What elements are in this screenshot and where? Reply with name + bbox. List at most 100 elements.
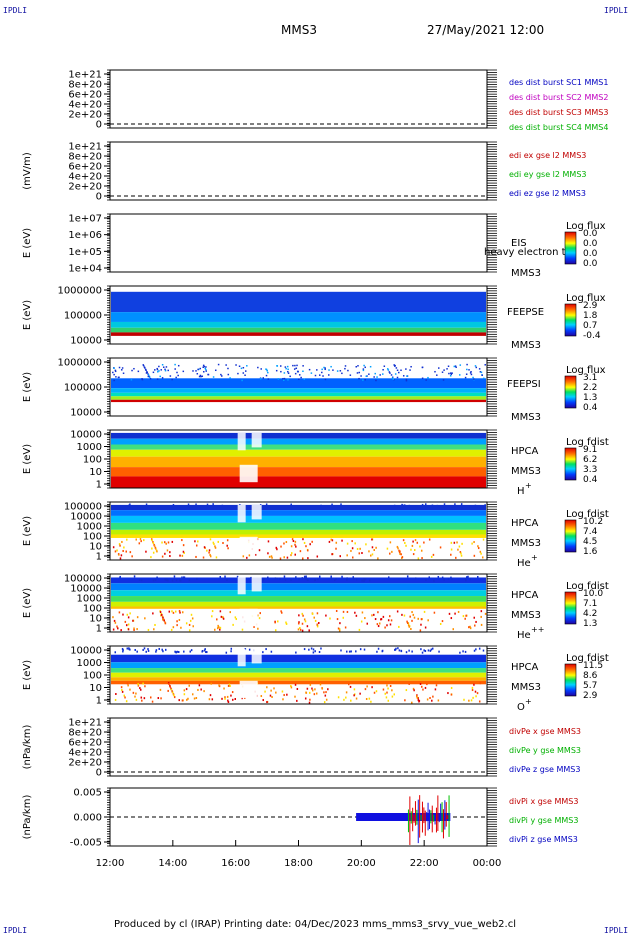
speck: [401, 556, 404, 559]
speck: [359, 547, 361, 550]
speck: [122, 613, 124, 616]
speck: [314, 650, 316, 653]
speck: [394, 648, 396, 651]
band-4: [111, 529, 486, 535]
speck: [294, 540, 297, 543]
speck: [297, 622, 300, 625]
speck: [188, 684, 190, 687]
speck: [414, 539, 417, 542]
speck: [145, 503, 148, 506]
band-6: [111, 476, 486, 488]
speck: [298, 378, 300, 381]
speck: [222, 542, 224, 545]
ytick-label-p6: 100: [83, 455, 102, 466]
speck: [312, 651, 315, 654]
speck: [282, 379, 285, 382]
speck: [404, 541, 406, 544]
speck: [417, 699, 420, 702]
ytick-label-p5: 1000000: [57, 358, 102, 369]
speck: [276, 548, 278, 551]
speck: [133, 627, 135, 630]
speck: [142, 364, 145, 366]
speck: [242, 372, 245, 374]
speck: [152, 507, 154, 510]
speck: [359, 692, 361, 695]
band-3: [111, 672, 486, 678]
ytick-label-p2: 1e+21: [68, 142, 102, 153]
speck: [363, 579, 365, 582]
speck: [298, 578, 300, 581]
speck: [139, 538, 142, 541]
speck: [202, 556, 205, 559]
speck: [407, 624, 410, 627]
speck: [214, 369, 217, 372]
footer-credits: Produced by cl (IRAP) Printing date: 04/…: [114, 919, 516, 930]
colorbar-tick-p9: 11.5: [583, 661, 603, 671]
speck: [263, 577, 265, 580]
speck: [467, 575, 469, 578]
speck: [163, 619, 165, 622]
ylabel-p6: E (eV): [22, 444, 33, 474]
corner-label-tl: IPDLI: [3, 6, 28, 15]
speck: [263, 505, 266, 508]
speck: [164, 369, 167, 372]
speck: [231, 691, 234, 694]
speck: [228, 683, 231, 686]
divpi-traces: [356, 795, 451, 845]
speck: [396, 610, 399, 613]
band-4: [111, 399, 486, 403]
speck: [478, 368, 481, 370]
speck: [169, 551, 171, 554]
speck: [330, 575, 332, 578]
speck: [143, 539, 145, 542]
speck: [384, 692, 387, 695]
band-2: [111, 392, 486, 397]
speck: [341, 372, 343, 375]
speck: [122, 372, 125, 375]
speck: [140, 540, 142, 543]
speck: [365, 543, 367, 546]
instrument-name-p7: HPCA: [511, 518, 539, 529]
speck: [361, 579, 363, 582]
speck: [400, 650, 403, 653]
speck: [203, 690, 205, 693]
speck: [191, 693, 194, 696]
speck: [164, 648, 167, 651]
speck: [450, 576, 452, 579]
speck: [274, 621, 276, 624]
speck: [121, 367, 124, 369]
speck: [413, 549, 416, 552]
speck: [210, 682, 212, 685]
speck: [423, 610, 426, 613]
speck: [414, 577, 417, 580]
speck: [302, 538, 304, 541]
speck: [279, 557, 282, 560]
speck: [202, 506, 204, 509]
spectrogram-p6: [111, 432, 486, 488]
speck: [126, 613, 129, 616]
speck: [452, 507, 454, 510]
speck: [471, 686, 474, 689]
colorbar-tick-p8: 10.0: [583, 589, 603, 599]
speck: [473, 541, 475, 544]
speck: [258, 549, 261, 552]
speck: [396, 369, 399, 371]
speck: [294, 372, 297, 375]
ytick-label-p10: 0: [96, 768, 102, 779]
speck: [195, 544, 198, 547]
ytick-label-p1: 2e+20: [68, 110, 102, 121]
speck: [118, 543, 121, 546]
speck: [152, 542, 155, 545]
speck: [431, 699, 433, 702]
band-0: [111, 378, 486, 389]
speck: [437, 699, 440, 702]
speck: [259, 612, 261, 615]
speck: [325, 698, 328, 701]
speck: [203, 546, 206, 549]
speck: [421, 651, 424, 654]
speck: [147, 375, 150, 378]
instrument-name-p9: HPCA: [511, 662, 539, 673]
speck: [356, 547, 359, 550]
speck: [393, 378, 395, 381]
